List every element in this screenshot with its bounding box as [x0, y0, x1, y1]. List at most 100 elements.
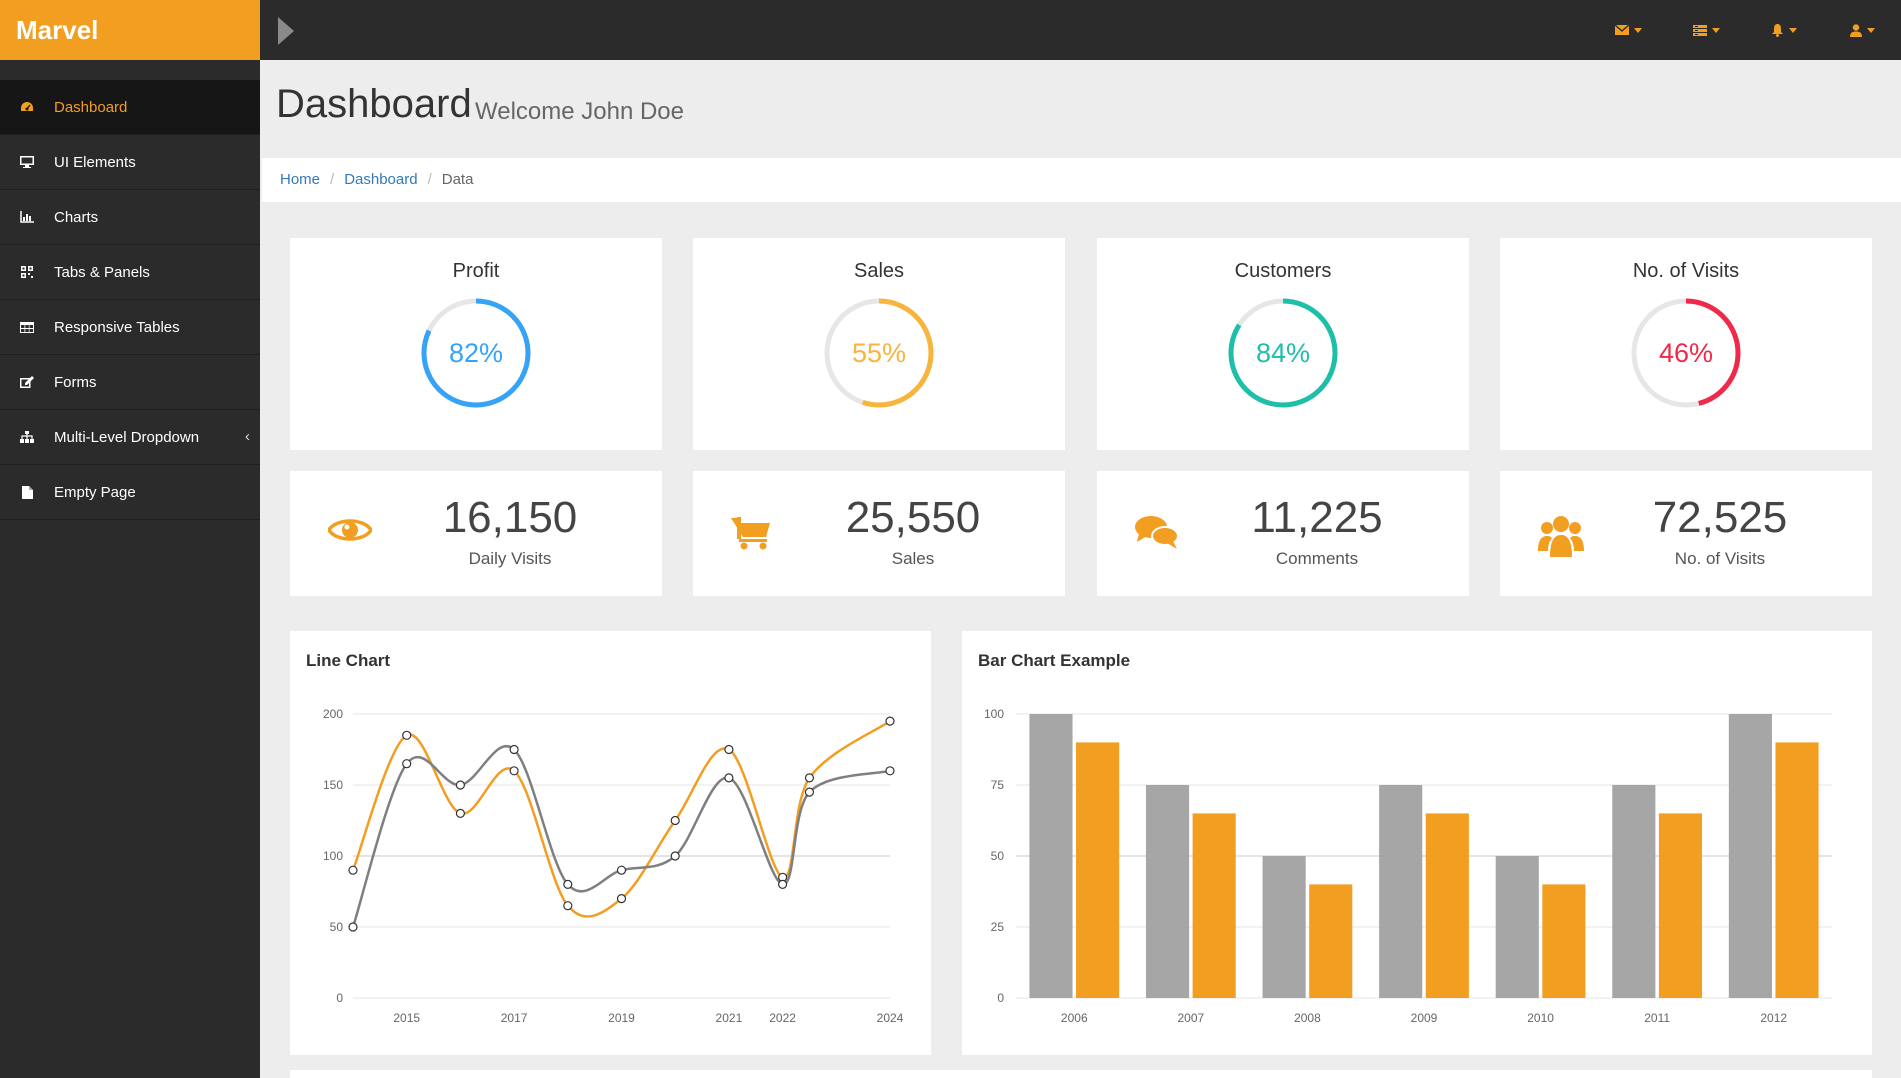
y-tick-label: 100: [323, 849, 343, 863]
file-icon: [0, 485, 54, 499]
progress-value: 82%: [449, 338, 503, 368]
desktop-icon: [0, 156, 54, 168]
brand-logo[interactable]: Marvel: [0, 0, 260, 60]
bar: [1309, 884, 1353, 998]
sidebar-item-label: Tabs & Panels: [54, 263, 150, 281]
sidebar-item-charts[interactable]: Charts: [0, 190, 260, 245]
data-point: [348, 865, 358, 875]
data-point: [455, 780, 465, 790]
comments-icon: [1135, 516, 1179, 549]
breadcrumb-dashboard[interactable]: Dashboard: [344, 171, 418, 188]
bar: [1542, 884, 1586, 998]
breadcrumb: Home / Dashboard / Data: [262, 158, 1901, 202]
breadcrumb-separator: /: [330, 171, 335, 188]
x-tick-label: 2019: [608, 1011, 635, 1025]
sidebar-item-responsive-tables[interactable]: Responsive Tables: [0, 300, 260, 355]
data-point: [778, 879, 788, 889]
sidebar-item-tabs-panels[interactable]: Tabs & Panels: [0, 245, 260, 300]
data-point: [509, 744, 519, 755]
top-nav-icons: [1589, 0, 1901, 60]
sidebar-item-ui-elements[interactable]: UI Elements: [0, 135, 260, 190]
progress-arc: [1228, 298, 1338, 408]
bar: [1192, 813, 1236, 998]
messages-dropdown[interactable]: [1589, 0, 1667, 60]
sidebar-item-label: Charts: [54, 208, 99, 226]
x-tick-label: 2006: [1061, 1011, 1088, 1025]
y-tick-label: 200: [323, 707, 343, 721]
sidebar-item-label: Responsive Tables: [54, 318, 180, 336]
chevron-down-icon: [1866, 27, 1875, 33]
sidebar-item-label: Forms: [54, 373, 97, 391]
visits-progress-circle: 46%: [1631, 298, 1741, 408]
bar: [1658, 813, 1703, 998]
x-tick-label: 2022: [769, 1011, 796, 1025]
data-point: [724, 773, 734, 783]
bar: [1425, 813, 1469, 998]
bar: [1076, 742, 1120, 998]
user-icon: [1849, 23, 1862, 37]
sales-card: Sales 55%: [693, 238, 1065, 450]
data-point: [509, 766, 519, 776]
stat-value: 25,550: [845, 493, 981, 542]
progress-value: 55%: [852, 338, 906, 368]
sidebar-toggle-icon[interactable]: [278, 17, 294, 45]
data-point: [885, 766, 895, 776]
data-point: [563, 901, 573, 911]
x-tick-label: 2012: [1760, 1011, 1787, 1025]
breadcrumb-home[interactable]: Home: [280, 171, 321, 188]
chevron-down-icon: [1633, 27, 1642, 33]
table-icon: [0, 321, 54, 333]
stat-label: No. of Visits: [1674, 549, 1766, 568]
series-line-1: [351, 720, 891, 918]
tasks-dropdown[interactable]: [1667, 0, 1745, 60]
data-point: [616, 865, 627, 875]
progress-arc: [824, 298, 934, 408]
comments-card: 11,225 Comments: [1097, 471, 1469, 596]
bar: [1775, 742, 1819, 998]
bar: [1262, 856, 1306, 998]
bar: [1612, 785, 1656, 998]
bar-chart-icon: [0, 211, 54, 223]
alerts-dropdown[interactable]: [1745, 0, 1823, 60]
progress-arc: [421, 298, 531, 408]
chevron-down-icon: [1789, 27, 1797, 33]
sidebar-item-forms[interactable]: Forms: [0, 355, 260, 410]
stat-value: 72,525: [1652, 493, 1788, 542]
user-dropdown[interactable]: [1823, 0, 1901, 60]
data-point: [885, 716, 895, 726]
y-tick-label: 0: [336, 991, 343, 1005]
data-point: [402, 759, 412, 769]
data-point: [804, 773, 815, 783]
progress-arc: [1631, 298, 1741, 408]
sidebar-item-multi-level-dropdown[interactable]: Multi-Level Dropdown ‹: [0, 410, 260, 465]
x-tick-label: 2009: [1411, 1011, 1438, 1025]
sales-stat-card: 25,550 Sales: [693, 471, 1065, 596]
stat-label: Sales: [891, 549, 935, 568]
sidebar-item-dashboard[interactable]: Dashboard: [0, 80, 260, 135]
progress-value: 84%: [1256, 338, 1310, 368]
y-tick-label: 0: [997, 991, 1004, 1005]
stat-label: Daily Visits: [468, 549, 552, 568]
data-point: [670, 851, 680, 861]
x-tick-label: 2007: [1178, 1011, 1205, 1025]
customers-card: Customers 84%: [1097, 238, 1469, 450]
next-panel-edge: [290, 1070, 1872, 1078]
eye-icon: [328, 519, 372, 541]
visits-stat-card: 72,525 No. of Visits: [1500, 471, 1872, 596]
profit-progress-circle: 82%: [421, 298, 531, 408]
sidebar-item-empty-page[interactable]: Empty Page: [0, 465, 260, 520]
card-title: Customers: [1234, 260, 1332, 282]
y-tick-label: 50: [330, 920, 344, 934]
dashboard-icon: [0, 101, 54, 113]
sidebar-item-label: Multi-Level Dropdown: [54, 428, 200, 446]
visits-card: No. of Visits 46%: [1500, 238, 1872, 450]
line-chart-panel: Line Chart 0 50 100 150 200 2015 2017 2019 2021 2…: [290, 631, 931, 1055]
profit-card: Profit 82%: [290, 238, 662, 450]
envelope-icon: [1614, 25, 1629, 35]
x-tick-label: 2008: [1294, 1011, 1321, 1025]
data-point: [563, 879, 573, 889]
stat-value: 16,150: [442, 493, 578, 542]
x-tick-label: 2011: [1644, 1011, 1670, 1025]
data-point: [616, 894, 627, 904]
breadcrumb-separator: /: [427, 171, 432, 188]
